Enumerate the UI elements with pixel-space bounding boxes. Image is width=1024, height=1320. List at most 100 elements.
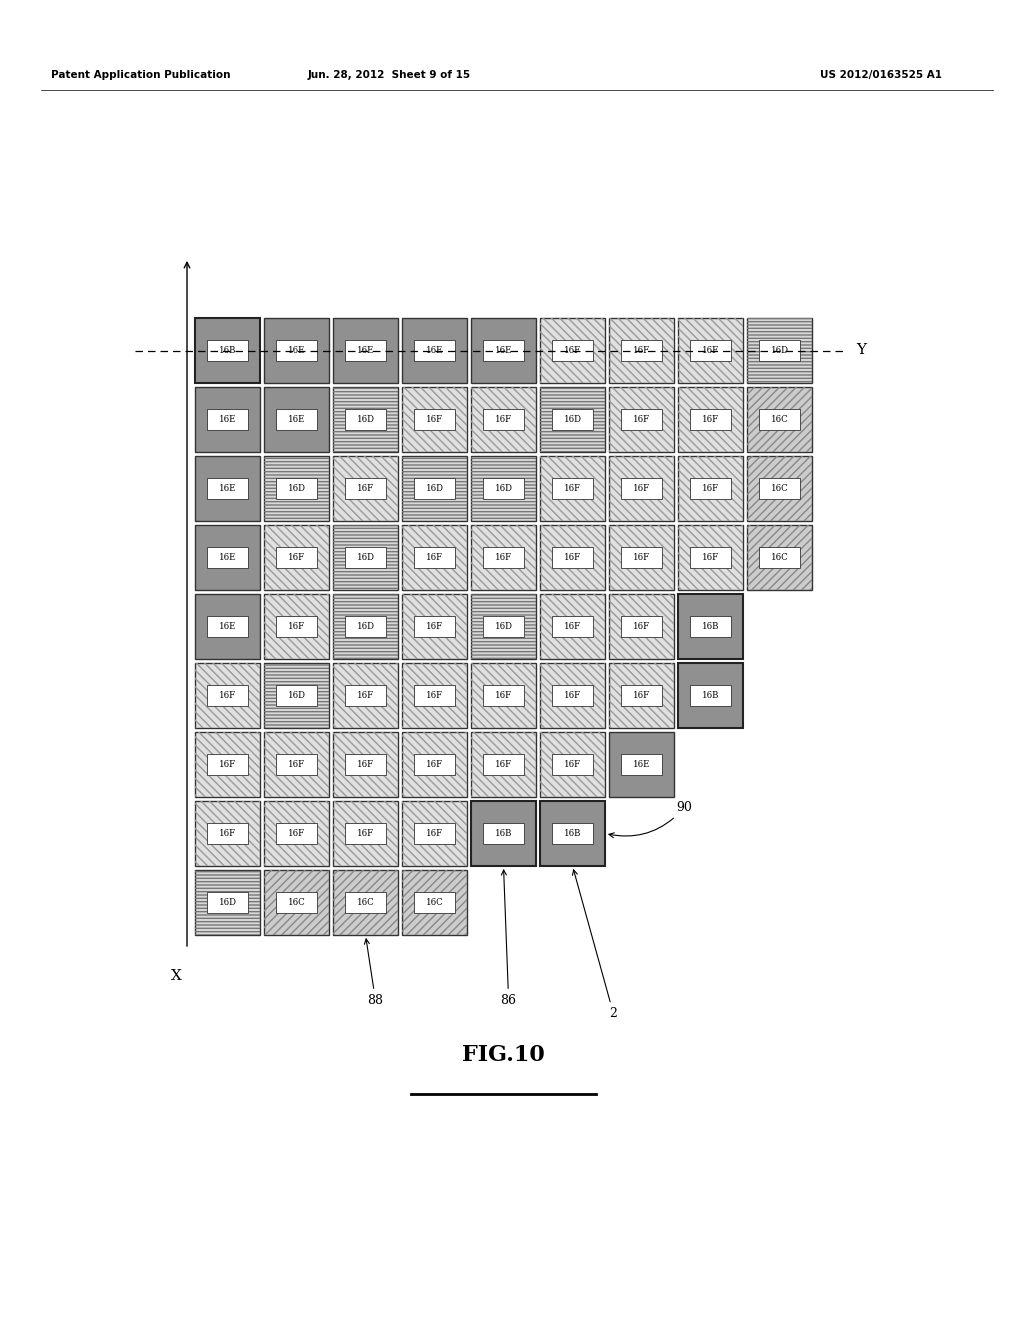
Bar	[264, 870, 329, 935]
Bar	[333, 318, 398, 383]
Bar	[333, 663, 398, 729]
Text: 16F: 16F	[633, 346, 650, 355]
Text: 16F: 16F	[701, 414, 719, 424]
Bar	[333, 594, 398, 659]
Bar	[540, 455, 605, 521]
Bar	[415, 616, 455, 638]
Bar	[760, 341, 800, 360]
Text: 16F: 16F	[633, 553, 650, 562]
Bar	[471, 663, 536, 729]
Text: 16F: 16F	[495, 760, 512, 770]
Bar	[207, 341, 248, 360]
Bar	[195, 870, 260, 935]
Text: X: X	[171, 969, 182, 983]
Bar	[345, 341, 386, 360]
Bar	[746, 318, 812, 383]
Bar	[690, 409, 731, 430]
Text: 16F: 16F	[426, 690, 443, 700]
Text: 16E: 16E	[288, 414, 305, 424]
Text: 16F: 16F	[219, 760, 237, 770]
Text: 16F: 16F	[633, 622, 650, 631]
Bar	[746, 455, 812, 521]
Bar	[552, 754, 593, 775]
Text: 16F: 16F	[564, 484, 581, 492]
Bar	[609, 318, 674, 383]
Bar	[746, 387, 812, 451]
Bar	[471, 525, 536, 590]
Bar	[207, 754, 248, 775]
Bar	[622, 409, 662, 430]
Bar	[333, 870, 398, 935]
Bar	[540, 663, 605, 729]
Bar	[746, 525, 812, 590]
Bar	[540, 801, 605, 866]
Text: FIG.10: FIG.10	[462, 1044, 545, 1067]
Text: 16F: 16F	[564, 622, 581, 631]
Bar	[678, 525, 743, 590]
Bar	[333, 525, 398, 590]
Bar	[415, 341, 455, 360]
Bar	[690, 685, 731, 706]
Bar	[333, 387, 398, 451]
Bar	[609, 663, 674, 729]
Bar	[264, 594, 329, 659]
Bar	[760, 409, 800, 430]
Bar	[415, 754, 455, 775]
Bar	[622, 478, 662, 499]
Bar	[195, 870, 260, 935]
Bar	[207, 616, 248, 638]
Text: 16F: 16F	[288, 553, 305, 562]
Text: Y: Y	[856, 343, 866, 358]
Bar	[678, 387, 743, 451]
Bar	[345, 824, 386, 843]
Bar	[264, 801, 329, 866]
Bar	[264, 733, 329, 797]
Bar	[195, 594, 260, 659]
Text: 16F: 16F	[426, 622, 443, 631]
Bar	[402, 733, 467, 797]
Bar	[609, 387, 674, 451]
Bar	[471, 733, 536, 797]
Bar	[264, 801, 329, 866]
Bar	[276, 824, 316, 843]
Bar	[690, 546, 731, 568]
Bar	[678, 387, 743, 451]
Text: 16F: 16F	[701, 484, 719, 492]
Text: 16F: 16F	[564, 690, 581, 700]
Bar	[345, 478, 386, 499]
Bar	[540, 594, 605, 659]
Bar	[760, 546, 800, 568]
Text: 2: 2	[572, 870, 617, 1020]
Bar	[345, 546, 386, 568]
Text: 16B: 16B	[495, 829, 512, 838]
Bar	[333, 733, 398, 797]
Bar	[746, 455, 812, 521]
Text: 16F: 16F	[357, 760, 374, 770]
Bar	[264, 525, 329, 590]
Text: 16F: 16F	[495, 414, 512, 424]
Bar	[471, 801, 536, 866]
Bar	[609, 525, 674, 590]
Bar	[540, 455, 605, 521]
Bar	[483, 824, 523, 843]
Bar	[471, 387, 536, 451]
Text: 16F: 16F	[426, 553, 443, 562]
Bar	[207, 546, 248, 568]
Bar	[471, 663, 536, 729]
Bar	[760, 478, 800, 499]
Bar	[609, 594, 674, 659]
Bar	[402, 594, 467, 659]
Bar	[333, 455, 398, 521]
Bar	[471, 733, 536, 797]
Text: 16F: 16F	[426, 760, 443, 770]
Bar	[402, 663, 467, 729]
Text: 16B: 16B	[219, 346, 237, 355]
Text: 16E: 16E	[633, 760, 650, 770]
Text: 16D: 16D	[770, 346, 788, 355]
Text: 16F: 16F	[357, 690, 374, 700]
Bar	[195, 733, 260, 797]
Text: 16F: 16F	[564, 346, 581, 355]
Text: 16E: 16E	[219, 484, 237, 492]
Bar	[678, 663, 743, 729]
Text: 16D: 16D	[356, 414, 375, 424]
